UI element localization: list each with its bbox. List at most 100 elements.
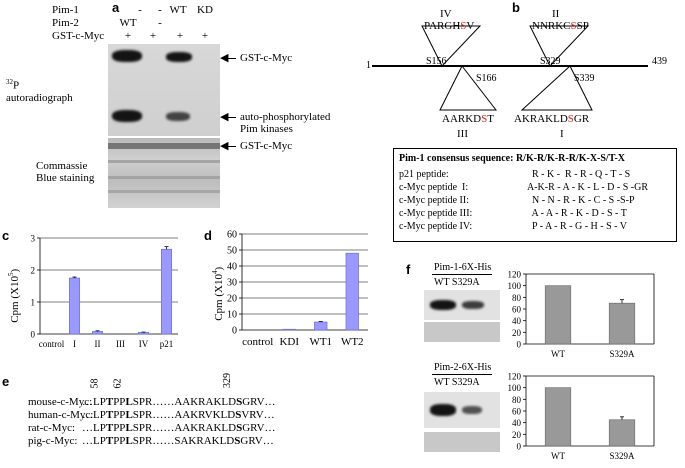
- y-tick-label: 20: [512, 328, 522, 338]
- site-i-seq: AKRAKLDSGR: [514, 113, 590, 125]
- band-gst-lane3: [166, 52, 192, 62]
- y-tick-label: 0: [232, 326, 237, 337]
- arrow-auto-label2: Pim kinases: [240, 123, 293, 135]
- peptide-seq: P - A - R - G - H - S - V: [527, 221, 628, 232]
- band-auto-lane3: [166, 112, 190, 121]
- x-tick-label: WT: [551, 451, 565, 461]
- y-tick-label: 120: [508, 372, 522, 382]
- x-tick-label: WT1: [309, 336, 332, 348]
- y-tick-label: 100: [508, 383, 522, 393]
- coomassie-band-top: [108, 143, 220, 149]
- y-tick-label: 1: [31, 298, 36, 308]
- site-ii-seq: NNRKCSSP: [532, 20, 589, 32]
- blot2-title-underline: [432, 374, 492, 375]
- arrow-gst-label: GST-c-Myc: [240, 52, 293, 64]
- row-pim1-name: Pim-1: [52, 4, 79, 16]
- protein-start: 1: [366, 60, 371, 71]
- coomassie-band-3: [108, 176, 220, 179]
- gst-lane3: +: [176, 30, 184, 42]
- panel-d-label: d: [204, 228, 212, 243]
- bar-S329A: [608, 302, 636, 345]
- blot1-top: [424, 290, 500, 320]
- gst-lane2: +: [149, 30, 157, 42]
- arrow-head-gst: ◀: [220, 52, 229, 64]
- bar-WT1: [314, 321, 328, 331]
- gst-lane1: +: [124, 30, 132, 42]
- alignment-row: pig-c-Myc: …LPTPPLSPR……SAKRAKLDSGRV…: [28, 435, 274, 447]
- label-s166: S166: [476, 73, 497, 84]
- arrow-auto-label1: auto-phosphorylated: [240, 111, 331, 123]
- bar-I: [69, 277, 80, 335]
- arrow-gst2-label: GST-c-Myc: [240, 140, 293, 152]
- row-gst-name: GST-c-Myc: [52, 30, 105, 42]
- arrow-line-auto: [222, 117, 236, 118]
- bar-p21: [161, 248, 172, 335]
- peptide-seq: N - N - R - K - C - S -S-P: [527, 195, 635, 206]
- alignment-row: mouse-c-Myc:…LPTPPLSPR……AAKRAKLDSGRV…: [28, 396, 276, 408]
- x-tick-label: III: [116, 339, 125, 349]
- blot1-lanes: WT S329A: [434, 277, 480, 288]
- peptide-row: c-Myc peptide III:: [399, 208, 473, 219]
- x-tick-label: S329A: [609, 349, 635, 359]
- autorad-label: 32P autoradiograph: [6, 78, 73, 104]
- y-tick-label: 40: [512, 316, 522, 326]
- pos-62: 62: [112, 378, 124, 389]
- stain-label1: Commassie: [36, 160, 88, 172]
- y-tick-label: 0: [517, 442, 522, 452]
- blot1-band-wt: [430, 300, 456, 310]
- label-s329: S329: [540, 56, 561, 67]
- autoradiograph-blot: [108, 44, 220, 136]
- y-tick-label: 120: [508, 270, 522, 280]
- x-tick-label: KDI: [279, 336, 299, 348]
- blot2-band-s329a: [462, 406, 482, 414]
- site-iii-seq: AARKDST: [442, 113, 494, 125]
- y-tick-label: 100: [508, 281, 522, 291]
- pim1-lane2: -: [158, 4, 162, 16]
- panel-c-ylabel: Cpm (X105): [7, 268, 21, 323]
- blot1-title: Pim-1-6X-His: [434, 262, 492, 273]
- pos-58: 58: [89, 378, 101, 389]
- alignment-row: human-c-Myc:…LPTPPLSPR……AAKRVKLDSVRV…: [28, 409, 275, 421]
- y-tick-label: 0: [31, 330, 36, 340]
- peptide-row: c-Myc peptide IV:: [399, 221, 473, 232]
- chart-d: 0 10 20 30 40 50 60 control KDI WT1 WT2: [227, 230, 368, 348]
- site-i-roman: I: [560, 128, 564, 140]
- blot1-bottom: [424, 322, 500, 342]
- y-tick-label: 10: [227, 310, 237, 321]
- band-auto-lane1: [112, 110, 142, 122]
- triangle-iii: [439, 65, 498, 111]
- bar-S329A: [608, 419, 636, 447]
- blot1-band-s329a: [462, 301, 484, 309]
- y-tick-label: 2: [31, 266, 36, 276]
- blot2-band-wt: [430, 404, 456, 416]
- y-tick-label: 40: [227, 262, 237, 273]
- x-tick-label: p21: [160, 339, 174, 349]
- pim1-lane1: -: [138, 4, 142, 16]
- pim2-lane2: -: [158, 17, 162, 29]
- pim2-lane1: WT: [119, 17, 137, 29]
- coomassie-blot: [108, 138, 220, 208]
- y-tick-label: 3: [31, 234, 36, 244]
- blot2-top: [424, 392, 500, 428]
- y-tick-label: 50: [227, 246, 237, 257]
- arrow-head-gst2: ◀: [220, 140, 229, 152]
- panel-e-label: e: [2, 374, 10, 389]
- triangle-i: [520, 65, 593, 111]
- alignment-row: rat-c-Myc: …LPTPPLSPR……AAKRAKLDSGRV…: [28, 422, 276, 434]
- pim1-lane3: WT: [169, 4, 187, 16]
- blot1-title-underline: [432, 274, 492, 275]
- site-iii-roman: III: [457, 128, 468, 140]
- site-iv-seq: PARGHSV: [424, 20, 475, 32]
- y-tick-label: 80: [512, 293, 522, 303]
- peptide-seq: A-K-R - A - K - L - D - S -GR: [527, 182, 649, 193]
- blot2-lanes: WT S329A: [434, 377, 480, 388]
- bar-IV: [138, 332, 149, 335]
- consensus-title: Pim-1 consensus sequence: R/K-R/K-R-R/K-…: [399, 153, 626, 164]
- x-tick-label: IV: [139, 339, 149, 349]
- y-tick-label: 20: [227, 294, 237, 305]
- row-pim2-name: Pim-2: [52, 17, 79, 29]
- stain-label2: Blue staining: [36, 172, 95, 184]
- panel-f-label: f: [406, 262, 411, 277]
